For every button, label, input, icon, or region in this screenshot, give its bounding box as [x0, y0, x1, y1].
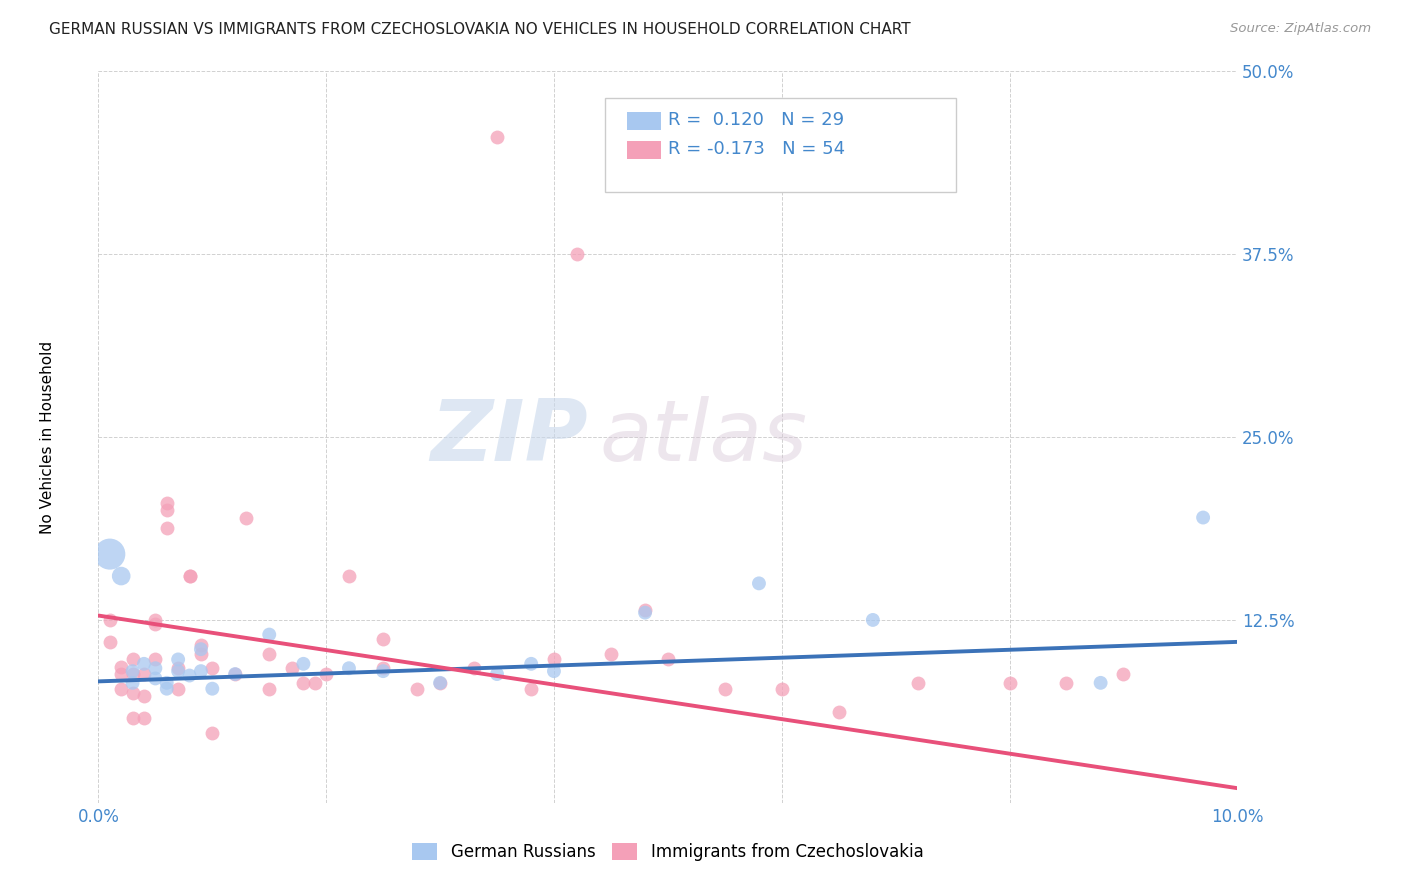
Point	[179, 668, 201, 682]
Point	[543, 652, 565, 666]
Point	[145, 672, 167, 686]
Point	[429, 676, 451, 690]
Point	[132, 711, 155, 725]
Point	[429, 676, 451, 690]
Point	[110, 569, 132, 583]
Point	[634, 603, 657, 617]
Point	[600, 647, 623, 661]
Point	[156, 503, 179, 517]
Point	[98, 613, 121, 627]
Point	[337, 661, 360, 675]
Point	[224, 667, 246, 681]
Point	[110, 667, 132, 681]
Point	[156, 676, 179, 690]
Point	[565, 247, 588, 261]
Point	[373, 664, 395, 678]
Point	[190, 638, 212, 652]
Point	[179, 569, 201, 583]
Point	[1090, 676, 1112, 690]
Point	[406, 681, 429, 696]
Point	[121, 686, 143, 700]
Text: R = -0.173   N = 54: R = -0.173 N = 54	[668, 140, 845, 158]
Point	[235, 510, 257, 524]
Point	[201, 725, 224, 739]
Point	[98, 547, 121, 561]
Point	[167, 661, 190, 675]
Point	[179, 569, 201, 583]
Point	[121, 652, 143, 666]
Point	[292, 676, 315, 690]
Point	[156, 521, 179, 535]
Point	[145, 661, 167, 675]
Point	[167, 652, 190, 666]
Point	[145, 652, 167, 666]
Text: GERMAN RUSSIAN VS IMMIGRANTS FROM CZECHOSLOVAKIA NO VEHICLES IN HOUSEHOLD CORREL: GERMAN RUSSIAN VS IMMIGRANTS FROM CZECHO…	[49, 22, 911, 37]
Point	[190, 664, 212, 678]
Point	[714, 681, 737, 696]
Point	[110, 681, 132, 696]
Point	[292, 657, 315, 671]
Point	[167, 681, 190, 696]
Point	[190, 647, 212, 661]
Point	[110, 659, 132, 673]
Point	[770, 681, 793, 696]
Point	[259, 627, 281, 641]
Point	[201, 661, 224, 675]
Point	[907, 676, 929, 690]
Point	[145, 613, 167, 627]
Point	[520, 657, 543, 671]
Text: Source: ZipAtlas.com: Source: ZipAtlas.com	[1230, 22, 1371, 36]
Text: No Vehicles in Household: No Vehicles in Household	[39, 341, 55, 533]
Point	[373, 632, 395, 646]
Point	[167, 664, 190, 678]
Point	[121, 676, 143, 690]
Point	[1192, 510, 1215, 524]
Point	[304, 676, 326, 690]
Point	[373, 661, 395, 675]
Point	[337, 569, 360, 583]
Point	[486, 130, 509, 145]
Text: R =  0.120   N = 29: R = 0.120 N = 29	[668, 112, 844, 129]
Legend: German Russians, Immigrants from Czechoslovakia: German Russians, Immigrants from Czechos…	[406, 836, 929, 868]
Point	[1056, 676, 1078, 690]
Point	[121, 664, 143, 678]
Point	[748, 576, 770, 591]
Point	[259, 681, 281, 696]
Point	[145, 617, 167, 632]
Point	[486, 667, 509, 681]
Point	[132, 689, 155, 703]
Point	[121, 667, 143, 681]
Point	[828, 705, 851, 719]
Point	[543, 664, 565, 678]
Point	[132, 657, 155, 671]
Point	[156, 496, 179, 510]
Point	[190, 642, 212, 657]
Point	[224, 667, 246, 681]
Point	[862, 613, 884, 627]
Point	[315, 667, 337, 681]
Point	[121, 711, 143, 725]
Point	[998, 676, 1021, 690]
Point	[634, 606, 657, 620]
Text: ZIP: ZIP	[430, 395, 588, 479]
Point	[259, 647, 281, 661]
Text: atlas: atlas	[599, 395, 807, 479]
Point	[463, 661, 485, 675]
Point	[98, 635, 121, 649]
Point	[201, 681, 224, 696]
Point	[1112, 667, 1135, 681]
Point	[156, 681, 179, 696]
Point	[657, 652, 679, 666]
Point	[132, 667, 155, 681]
Point	[281, 661, 304, 675]
Point	[520, 681, 543, 696]
